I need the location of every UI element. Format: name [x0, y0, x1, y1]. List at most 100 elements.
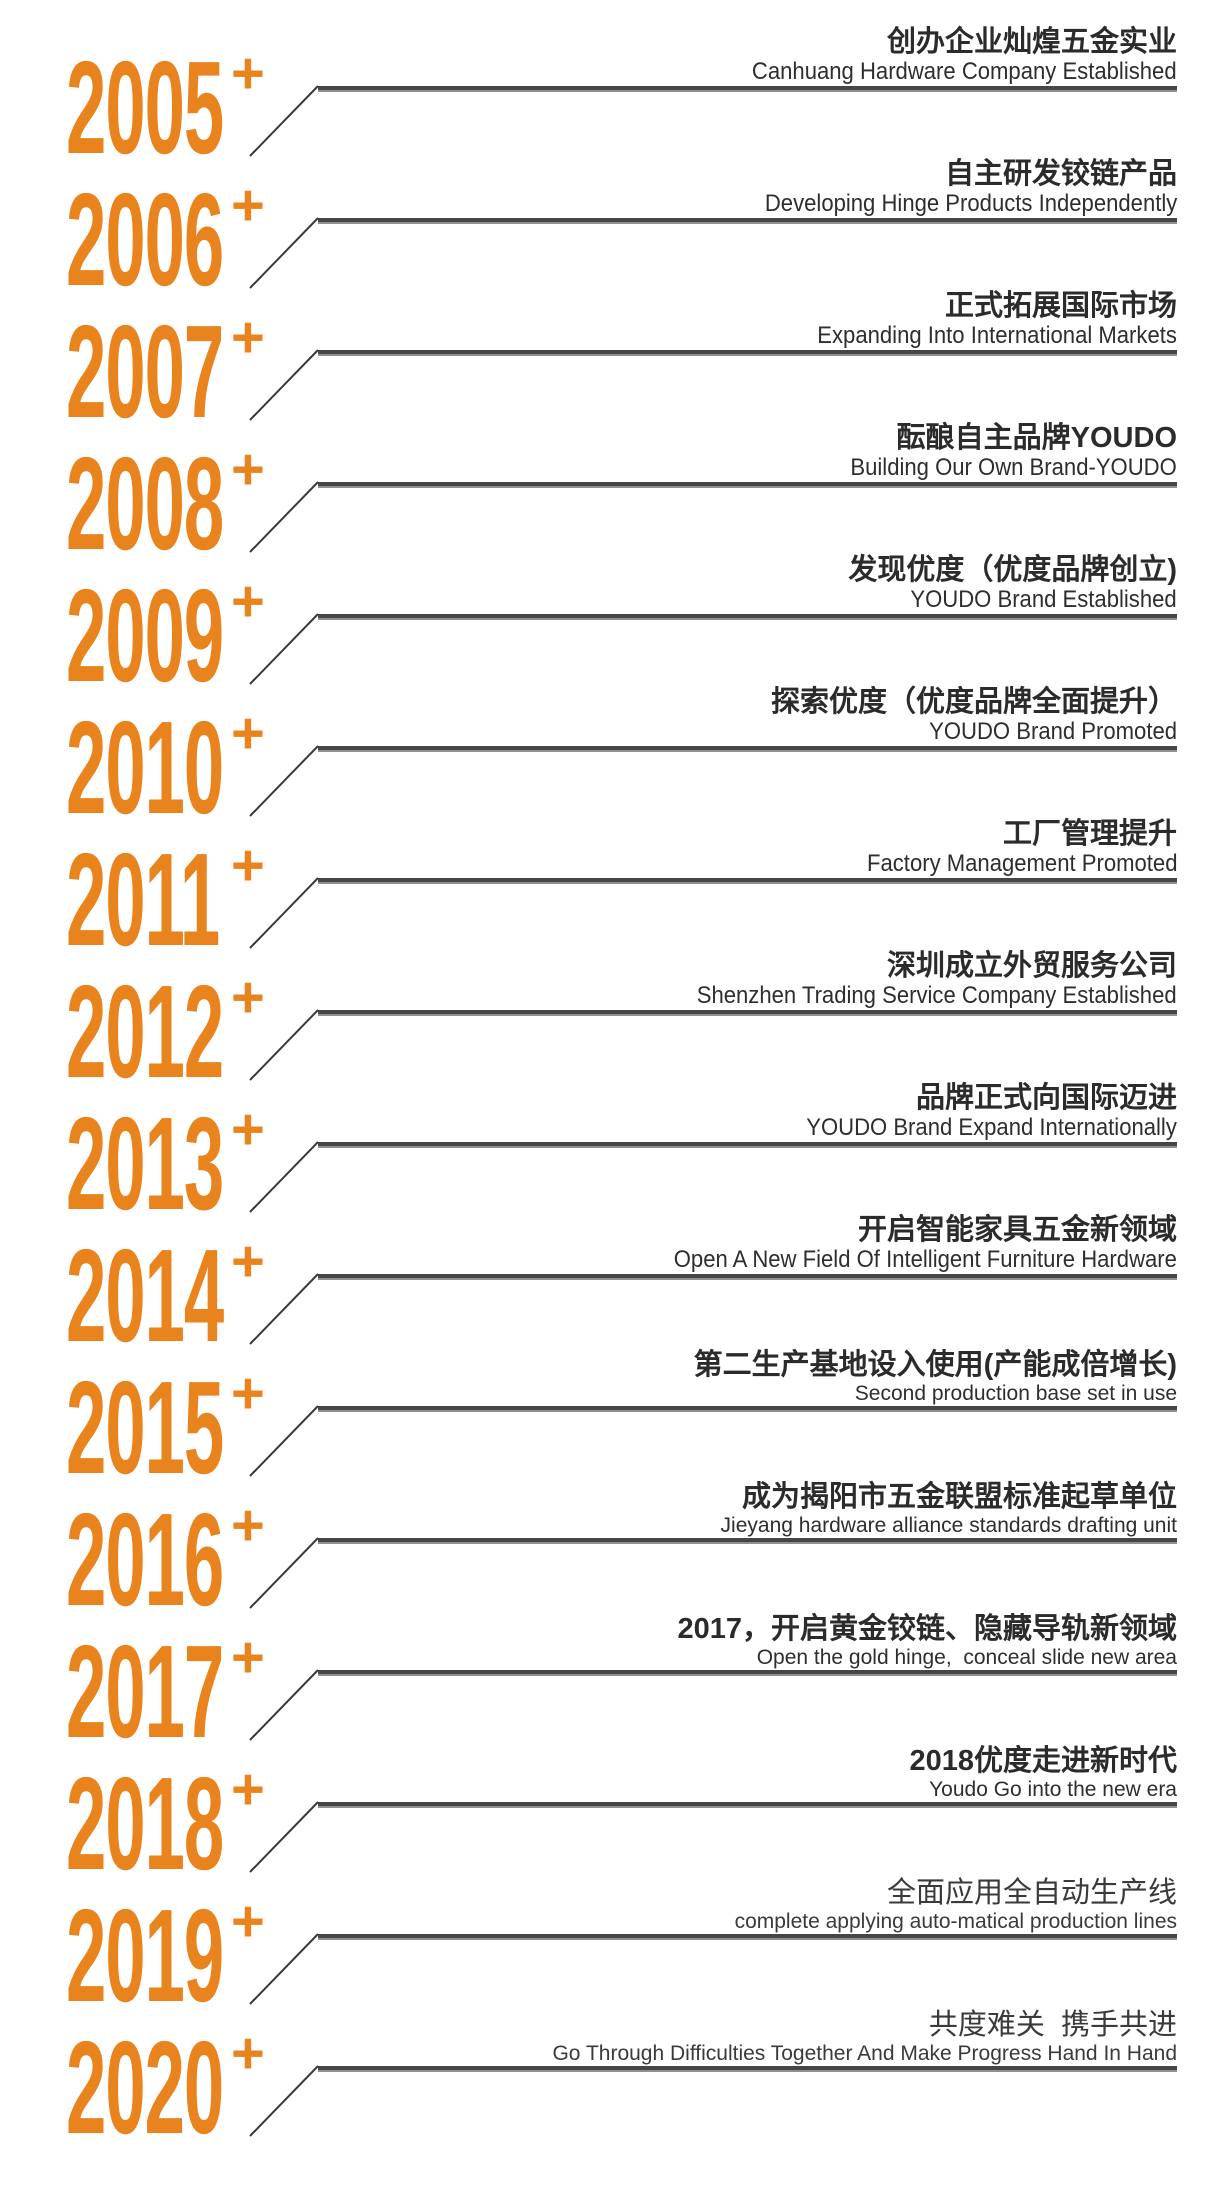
year-label: 2020: [66, 2014, 224, 2161]
milestone-subtitle-en: complete applying auto-matical productio…: [734, 1910, 1177, 1934]
milestone-labels: 工厂管理提升 Factory Management Promoted: [840, 818, 1178, 879]
milestone-labels: 第二生产基地设入使用(产能成倍增长) Second production bas…: [694, 1349, 1177, 1406]
milestone-year: 2011 +: [66, 834, 306, 966]
milestone-subtitle-en: Building Our Own Brand-YOUDO: [850, 454, 1177, 482]
year-label: 2010: [66, 694, 224, 841]
timeline-rule: [318, 746, 1177, 752]
plus-icon: +: [231, 173, 265, 238]
plus-icon: +: [231, 437, 265, 502]
connector-diagonal-line: [249, 1009, 319, 1081]
milestone-subtitle-en: Open A New Field Of Intelligent Furnitur…: [673, 1246, 1177, 1274]
connector-diagonal-line: [249, 1273, 319, 1345]
timeline-rule: [318, 218, 1177, 224]
timeline-row: 2009 + 发现优度（优度品牌创立) YOUDO Brand Establis…: [0, 552, 1223, 702]
connector-diagonal-line: [249, 1141, 319, 1213]
plus-icon: +: [231, 1757, 265, 1822]
timeline-row: 2011 + 工厂管理提升 Factory Management Promote…: [0, 816, 1223, 966]
year-label: 2011: [66, 826, 220, 973]
timeline-row: 2015 + 第二生产基地设入使用(产能成倍增长) Second product…: [0, 1344, 1223, 1494]
plus-icon: +: [231, 305, 265, 370]
milestone-labels: 深圳成立外贸服务公司 Shenzhen Trading Service Comp…: [655, 950, 1177, 1011]
milestone-year: 2012 +: [66, 966, 306, 1098]
plus-icon: +: [231, 2021, 265, 2086]
milestone-subtitle-en: YOUDO Brand Expand Internationally: [806, 1114, 1177, 1142]
milestone-year: 2009 +: [66, 569, 306, 702]
timeline-row: 2019 + 全面应用全自动生产线 complete applying auto…: [0, 1872, 1223, 2022]
milestone-title-zh: 自主研发铰链产品: [944, 157, 1177, 190]
milestone-labels: 创办企业灿煌五金实业 Canhuang Hardware Company Est…: [715, 26, 1177, 87]
timeline-rule: [318, 2066, 1177, 2072]
timeline-rule: [318, 1670, 1177, 1676]
milestone-subtitle-en: Youdo Go into the new era: [929, 1778, 1177, 1802]
timeline-rule: [318, 1802, 1177, 1808]
connector-diagonal-line: [249, 1669, 319, 1741]
milestone-year: 2015 +: [66, 1361, 306, 1494]
timeline-row: 2013 + 品牌正式向国际迈进 YOUDO Brand Expand Inte…: [0, 1080, 1223, 1230]
milestone-subtitle-en: Developing Hinge Products Independently: [764, 190, 1177, 218]
plus-icon: +: [231, 1493, 265, 1558]
timeline-row: 2014 + 开启智能家具五金新领域 Open A New Field Of I…: [0, 1212, 1223, 1362]
milestone-title-zh: 工厂管理提升: [1002, 817, 1177, 850]
connector-diagonal-line: [249, 1801, 319, 1873]
milestone-labels: 自主研发铰链产品 Developing Hinge Products Indep…: [729, 158, 1177, 219]
timeline-row: 2007 + 正式拓展国际市场 Expanding Into Internati…: [0, 288, 1223, 438]
milestone-labels: 2017，开启黄金铰链、隐藏导轨新领域 Open the gold hinge,…: [677, 1613, 1177, 1670]
timeline-rule: [318, 878, 1177, 884]
plus-icon: +: [231, 1625, 265, 1690]
plus-icon: +: [231, 41, 265, 106]
connector-diagonal-line: [249, 745, 319, 817]
timeline-row: 2012 + 深圳成立外贸服务公司 Shenzhen Trading Servi…: [0, 948, 1223, 1098]
milestone-title-zh: 开启智能家具五金新领域: [857, 1213, 1177, 1246]
timeline-row: 2010 + 探索优度（优度品牌全面提升） YOUDO Brand Promot…: [0, 684, 1223, 834]
plus-icon: +: [231, 1361, 265, 1426]
milestone-subtitle-en: YOUDO Brand Promoted: [929, 718, 1177, 746]
milestone-labels: 全面应用全自动生产线 complete applying auto-matica…: [735, 1877, 1177, 1934]
plus-icon: +: [231, 569, 265, 634]
milestone-labels: 开启智能家具五金新领域 Open A New Field Of Intellig…: [630, 1214, 1177, 1275]
milestone-year: 2010 +: [66, 701, 306, 834]
milestone-subtitle-en: Go Through Difficulties Together And Mak…: [552, 2042, 1177, 2066]
milestone-labels: 品牌正式向国际迈进 YOUDO Brand Expand Internation…: [774, 1082, 1177, 1143]
timeline-row: 2020 + 共度难关 携手共进 Go Through Difficulties…: [0, 2004, 1223, 2154]
milestone-labels: 正式拓展国际市场 Expanding Into International Ma…: [786, 290, 1177, 351]
timeline-rule: [318, 1538, 1177, 1544]
year-label: 2012: [66, 958, 224, 1105]
timeline-row: 2018 + 2018优度走进新时代 Youdo Go into the new…: [0, 1740, 1223, 1890]
year-label: 2005: [66, 34, 224, 181]
milestone-title-zh: 全面应用全自动生产线: [886, 1876, 1177, 1909]
timeline-rule: [318, 1934, 1177, 1940]
plus-icon: +: [231, 701, 265, 766]
timeline-row: 2008 + 酝酿自主品牌YOUDO Building Our Own Bran…: [0, 420, 1223, 570]
milestone-subtitle-en: Shenzhen Trading Service Company Establi…: [697, 982, 1177, 1010]
timeline-rule: [318, 1142, 1177, 1148]
milestone-subtitle-en: Expanding Into International Markets: [817, 322, 1177, 350]
timeline: 2005 + 创办企业灿煌五金实业 Canhuang Hardware Comp…: [0, 24, 1223, 2154]
year-label: 2015: [66, 1354, 224, 1501]
milestone-year: 2016 +: [66, 1493, 306, 1626]
timeline-rule: [318, 86, 1177, 92]
timeline-rule: [318, 1010, 1177, 1016]
milestone-labels: 酝酿自主品牌YOUDO Building Our Own Brand-YOUDO: [822, 422, 1177, 483]
year-label: 2018: [66, 1750, 224, 1897]
plus-icon: +: [231, 1229, 265, 1294]
year-label: 2014: [66, 1222, 224, 1369]
milestone-subtitle-en: Canhuang Hardware Company Established: [752, 58, 1177, 86]
timeline-row: 2016 + 成为揭阳市五金联盟标准起草单位 Jieyang hardware …: [0, 1476, 1223, 1626]
year-label: 2019: [66, 1882, 224, 2029]
milestone-title-zh: 酝酿自主品牌YOUDO: [896, 421, 1177, 454]
milestone-year: 2020 +: [66, 2021, 306, 2154]
connector-diagonal-line: [249, 2065, 319, 2137]
timeline-rule: [318, 614, 1177, 620]
milestone-title-zh: 2018优度走进新时代: [909, 1744, 1177, 1777]
milestone-title-zh: 第二生产基地设入使用(产能成倍增长): [693, 1348, 1177, 1381]
connector-diagonal-line: [249, 1537, 319, 1609]
plus-icon: +: [231, 1889, 265, 1954]
connector-diagonal-line: [249, 349, 319, 421]
milestone-labels: 成为揭阳市五金联盟标准起草单位 Jieyang hardware allianc…: [721, 1481, 1177, 1538]
connector-diagonal-line: [249, 1933, 319, 2005]
milestone-title-zh: 探索优度（优度品牌全面提升）: [770, 685, 1177, 718]
milestone-title-zh: 深圳成立外贸服务公司: [886, 949, 1177, 982]
year-label: 2013: [66, 1090, 224, 1237]
timeline-rule: [318, 1406, 1177, 1412]
